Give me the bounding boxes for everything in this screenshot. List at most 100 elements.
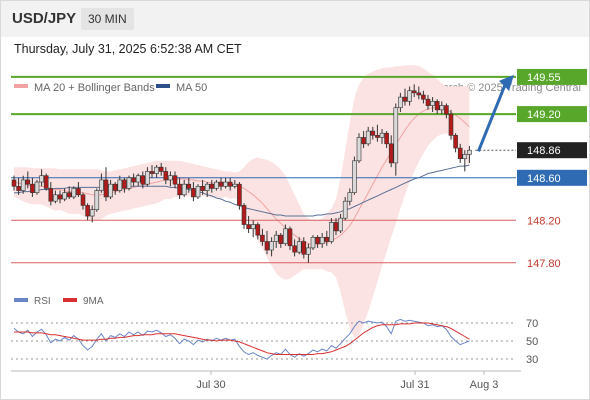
support-label: 147.80 [527, 258, 561, 270]
candle-down [48, 188, 54, 202]
candle-up [319, 236, 325, 244]
candle-down [402, 96, 408, 102]
candle-down [16, 186, 21, 191]
candle-up [462, 154, 468, 159]
rsi-ma-legend-label: 9MA [83, 296, 104, 307]
candle-down [416, 92, 422, 96]
candle-down [255, 224, 261, 236]
symbol-title: USD/JPY [12, 10, 77, 27]
candle-up [352, 160, 357, 193]
candle-down [122, 179, 127, 189]
candle-down [30, 183, 35, 193]
time-tick-label: Aug 3 [470, 379, 499, 391]
candle-down [191, 188, 196, 198]
candle-up [94, 190, 100, 210]
rsi-legend-label: RSI [34, 296, 51, 307]
candle-down [361, 137, 366, 145]
candles [11, 84, 472, 263]
bollinger-band [14, 65, 470, 339]
rsi-tick-label: 70 [526, 318, 538, 330]
ma20-legend-swatch [14, 84, 28, 88]
candle-down [43, 175, 49, 189]
key-levels [11, 75, 516, 264]
candle-down [218, 181, 224, 187]
candle-up [269, 241, 274, 251]
candle-down [421, 94, 426, 100]
candle-down [25, 179, 31, 185]
candle-up [398, 96, 403, 109]
candle-down [76, 188, 81, 196]
candle-down [11, 179, 17, 187]
candle-down [453, 135, 458, 149]
candle-up [273, 234, 279, 242]
candle-up [310, 236, 316, 249]
support-label: 148.20 [527, 215, 561, 227]
candle-down [301, 241, 307, 255]
rsi-tick-label: 30 [526, 354, 538, 366]
resistance-label: 149.55 [527, 72, 561, 84]
candle-down [177, 183, 182, 196]
time-tick-label: Jul 30 [196, 379, 225, 391]
candle-down [278, 234, 284, 244]
candle-up [379, 132, 385, 138]
candle-down [411, 90, 417, 94]
candle-up [214, 181, 219, 189]
candle-down [287, 228, 293, 247]
candle-down [80, 194, 86, 206]
candle-down [186, 183, 192, 189]
candle-down [246, 224, 251, 230]
candle-up [135, 175, 141, 183]
candle-up [145, 171, 150, 185]
candle-down [103, 179, 109, 198]
candle-up [204, 183, 210, 191]
candle-up [365, 130, 371, 145]
projection-arrow-head [499, 74, 514, 91]
candle-up [283, 228, 288, 244]
pivot-label: 148.60 [527, 173, 561, 185]
candle-up [39, 175, 44, 183]
rsi-panel: 70 50 30 [11, 318, 538, 366]
candle-up [71, 188, 77, 198]
candle-down [315, 236, 320, 244]
candle-up [99, 179, 104, 191]
projection-arrow [477, 74, 514, 152]
candle-up [356, 137, 362, 162]
candle-up [126, 177, 132, 189]
candle-up [62, 192, 67, 200]
candle-up [195, 186, 201, 198]
pivot-label-box [517, 169, 587, 186]
candle-down [200, 186, 205, 191]
candle-up [347, 192, 353, 202]
candle-down [444, 105, 449, 115]
candle-up [430, 101, 435, 106]
candle-down [227, 181, 233, 187]
candle-up [407, 90, 412, 102]
candle-up [467, 149, 472, 155]
resistance-label: 149.20 [527, 109, 561, 121]
candle-up [20, 179, 26, 191]
candle-down [112, 183, 118, 191]
current-price-box [517, 142, 587, 159]
candle-up [53, 194, 58, 202]
candle-down [163, 171, 169, 181]
resistance-label-box [517, 106, 587, 123]
timeframe-badge[interactable]: 30 MIN [81, 8, 134, 30]
candle-down [457, 147, 463, 159]
candle-up [329, 222, 334, 242]
ma50-legend-swatch [156, 84, 170, 88]
ma50-line [14, 164, 470, 217]
candle-down [333, 222, 339, 232]
candle-down [158, 166, 164, 172]
time-tick-label: Jul 31 [400, 379, 429, 391]
candle-down [131, 177, 136, 183]
candle-up [181, 183, 187, 196]
candle-up [117, 179, 123, 191]
candle-up [154, 166, 159, 174]
candle-down [172, 175, 178, 185]
projection-arrow-shaft [477, 84, 507, 152]
candle-up [89, 209, 95, 217]
rsi-ma-legend-swatch [63, 298, 77, 302]
candle-up [34, 181, 40, 193]
candle-up [342, 200, 348, 219]
